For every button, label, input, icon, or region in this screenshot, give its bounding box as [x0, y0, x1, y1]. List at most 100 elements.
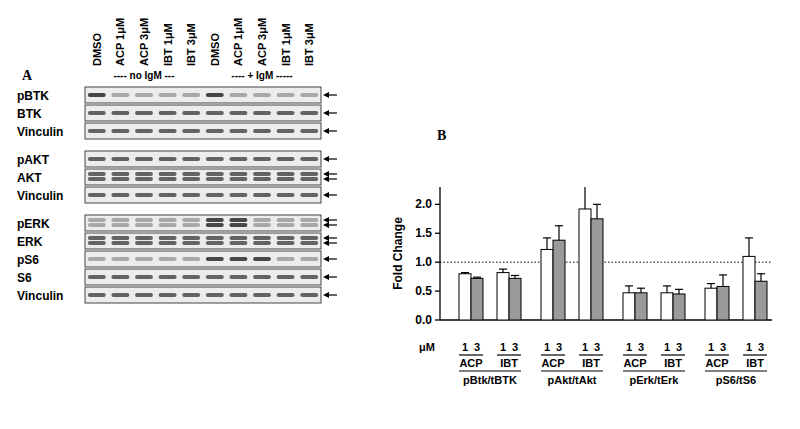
blot-band	[88, 129, 106, 133]
blot-band	[111, 157, 129, 161]
blot-band	[111, 111, 129, 115]
series-label: 1	[544, 341, 550, 353]
blot-band	[135, 257, 153, 261]
bar	[509, 278, 521, 320]
blot-band	[159, 157, 177, 161]
category-rule	[541, 354, 565, 355]
group-label: pErk/tErk	[630, 374, 680, 386]
blot-band	[159, 223, 177, 227]
blot-band	[277, 193, 295, 197]
blot-band	[300, 236, 318, 240]
band-arrow	[328, 219, 337, 220]
blot-band	[135, 177, 153, 181]
blot-band	[229, 275, 247, 279]
blot-band	[277, 129, 295, 133]
blot-band	[182, 236, 200, 240]
blot-band	[277, 257, 295, 261]
reference-line	[440, 262, 772, 263]
band-arrow	[328, 276, 337, 277]
error-cap	[555, 225, 563, 226]
blot-band	[277, 236, 295, 240]
panel-b: BFold Change0.00.51.01.52.0μM13ACP13IBT1…	[391, 128, 772, 386]
blot-band	[111, 257, 129, 261]
blot-band	[206, 275, 224, 279]
category-label: IBT	[500, 357, 518, 369]
error-stem	[748, 238, 749, 257]
blot-band	[229, 177, 247, 181]
blot-label: pBTK	[17, 89, 49, 103]
lane-label: IBT 1μM	[162, 23, 174, 66]
band-arrowhead	[323, 292, 329, 298]
blot-band	[135, 157, 153, 161]
bar	[459, 274, 471, 320]
blot-band	[206, 218, 224, 222]
blot-band	[300, 111, 318, 115]
error-bar	[473, 277, 481, 278]
bar	[497, 273, 509, 320]
blot-band	[88, 275, 106, 279]
blot-band	[159, 293, 177, 297]
blot-band	[111, 293, 129, 297]
band-arrow	[328, 237, 337, 238]
band-arrowhead	[323, 156, 329, 162]
band-arrowhead	[323, 92, 329, 98]
blot-band	[111, 275, 129, 279]
blot-band	[229, 241, 247, 245]
series-label: 3	[474, 341, 480, 353]
blot-band	[206, 241, 224, 245]
blot-band	[135, 193, 153, 197]
blot-band	[253, 93, 271, 97]
group-rule	[541, 370, 603, 371]
blot-band	[253, 275, 271, 279]
blot-strip	[85, 105, 321, 121]
blot-band	[229, 293, 247, 297]
blot-label: pS6	[17, 253, 39, 267]
category-rule	[497, 354, 521, 355]
error-cap	[499, 269, 507, 270]
category-label: ACP	[459, 357, 482, 369]
bar	[743, 256, 755, 320]
series-label: 1	[708, 341, 714, 353]
error-bar	[745, 238, 753, 257]
blot-band	[206, 236, 224, 240]
blot-band	[229, 257, 247, 261]
error-stem	[678, 289, 679, 294]
blot-band	[300, 257, 318, 261]
blot-band	[159, 218, 177, 222]
bar	[635, 293, 647, 320]
blot-strip	[85, 233, 321, 249]
category-rule	[705, 354, 729, 355]
y-tick-label: 0.5	[415, 284, 432, 298]
category-rule	[743, 354, 767, 355]
series-label: 1	[626, 341, 632, 353]
blot-band	[182, 218, 200, 222]
band-arrowhead	[323, 176, 329, 182]
lane-label: ACP 1μM	[232, 18, 244, 66]
blot-band	[182, 93, 200, 97]
band-arrow	[328, 112, 337, 113]
error-cap	[543, 237, 551, 238]
blot-label: pAKT	[17, 153, 50, 167]
lane-label: ACP 3μM	[138, 18, 150, 66]
error-cap	[675, 289, 683, 290]
series-label: 3	[720, 341, 726, 353]
series-label: 1	[462, 341, 468, 353]
error-stem	[666, 286, 667, 293]
blot-band	[159, 93, 177, 97]
error-stem	[596, 204, 597, 218]
error-stem	[710, 284, 711, 289]
blot-band	[253, 223, 271, 227]
blot-band	[206, 111, 224, 115]
condition-label: ---- + IgM -----	[231, 70, 292, 81]
blot-band	[277, 177, 295, 181]
bar	[673, 294, 685, 320]
group-rule	[459, 370, 521, 371]
error-stem	[546, 238, 547, 250]
blot-band	[300, 93, 318, 97]
band-arrow	[328, 158, 337, 159]
x-unit-label: μM	[419, 341, 435, 353]
blot-band	[88, 177, 106, 181]
blot-band	[253, 241, 271, 245]
blot-band	[111, 241, 129, 245]
panel-label: A	[22, 68, 33, 83]
